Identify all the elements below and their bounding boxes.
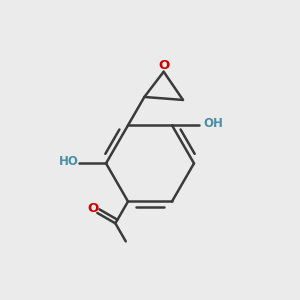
Text: O: O (158, 59, 169, 72)
Text: HO: HO (58, 155, 79, 168)
Text: OH: OH (203, 117, 223, 130)
Text: O: O (87, 202, 98, 215)
